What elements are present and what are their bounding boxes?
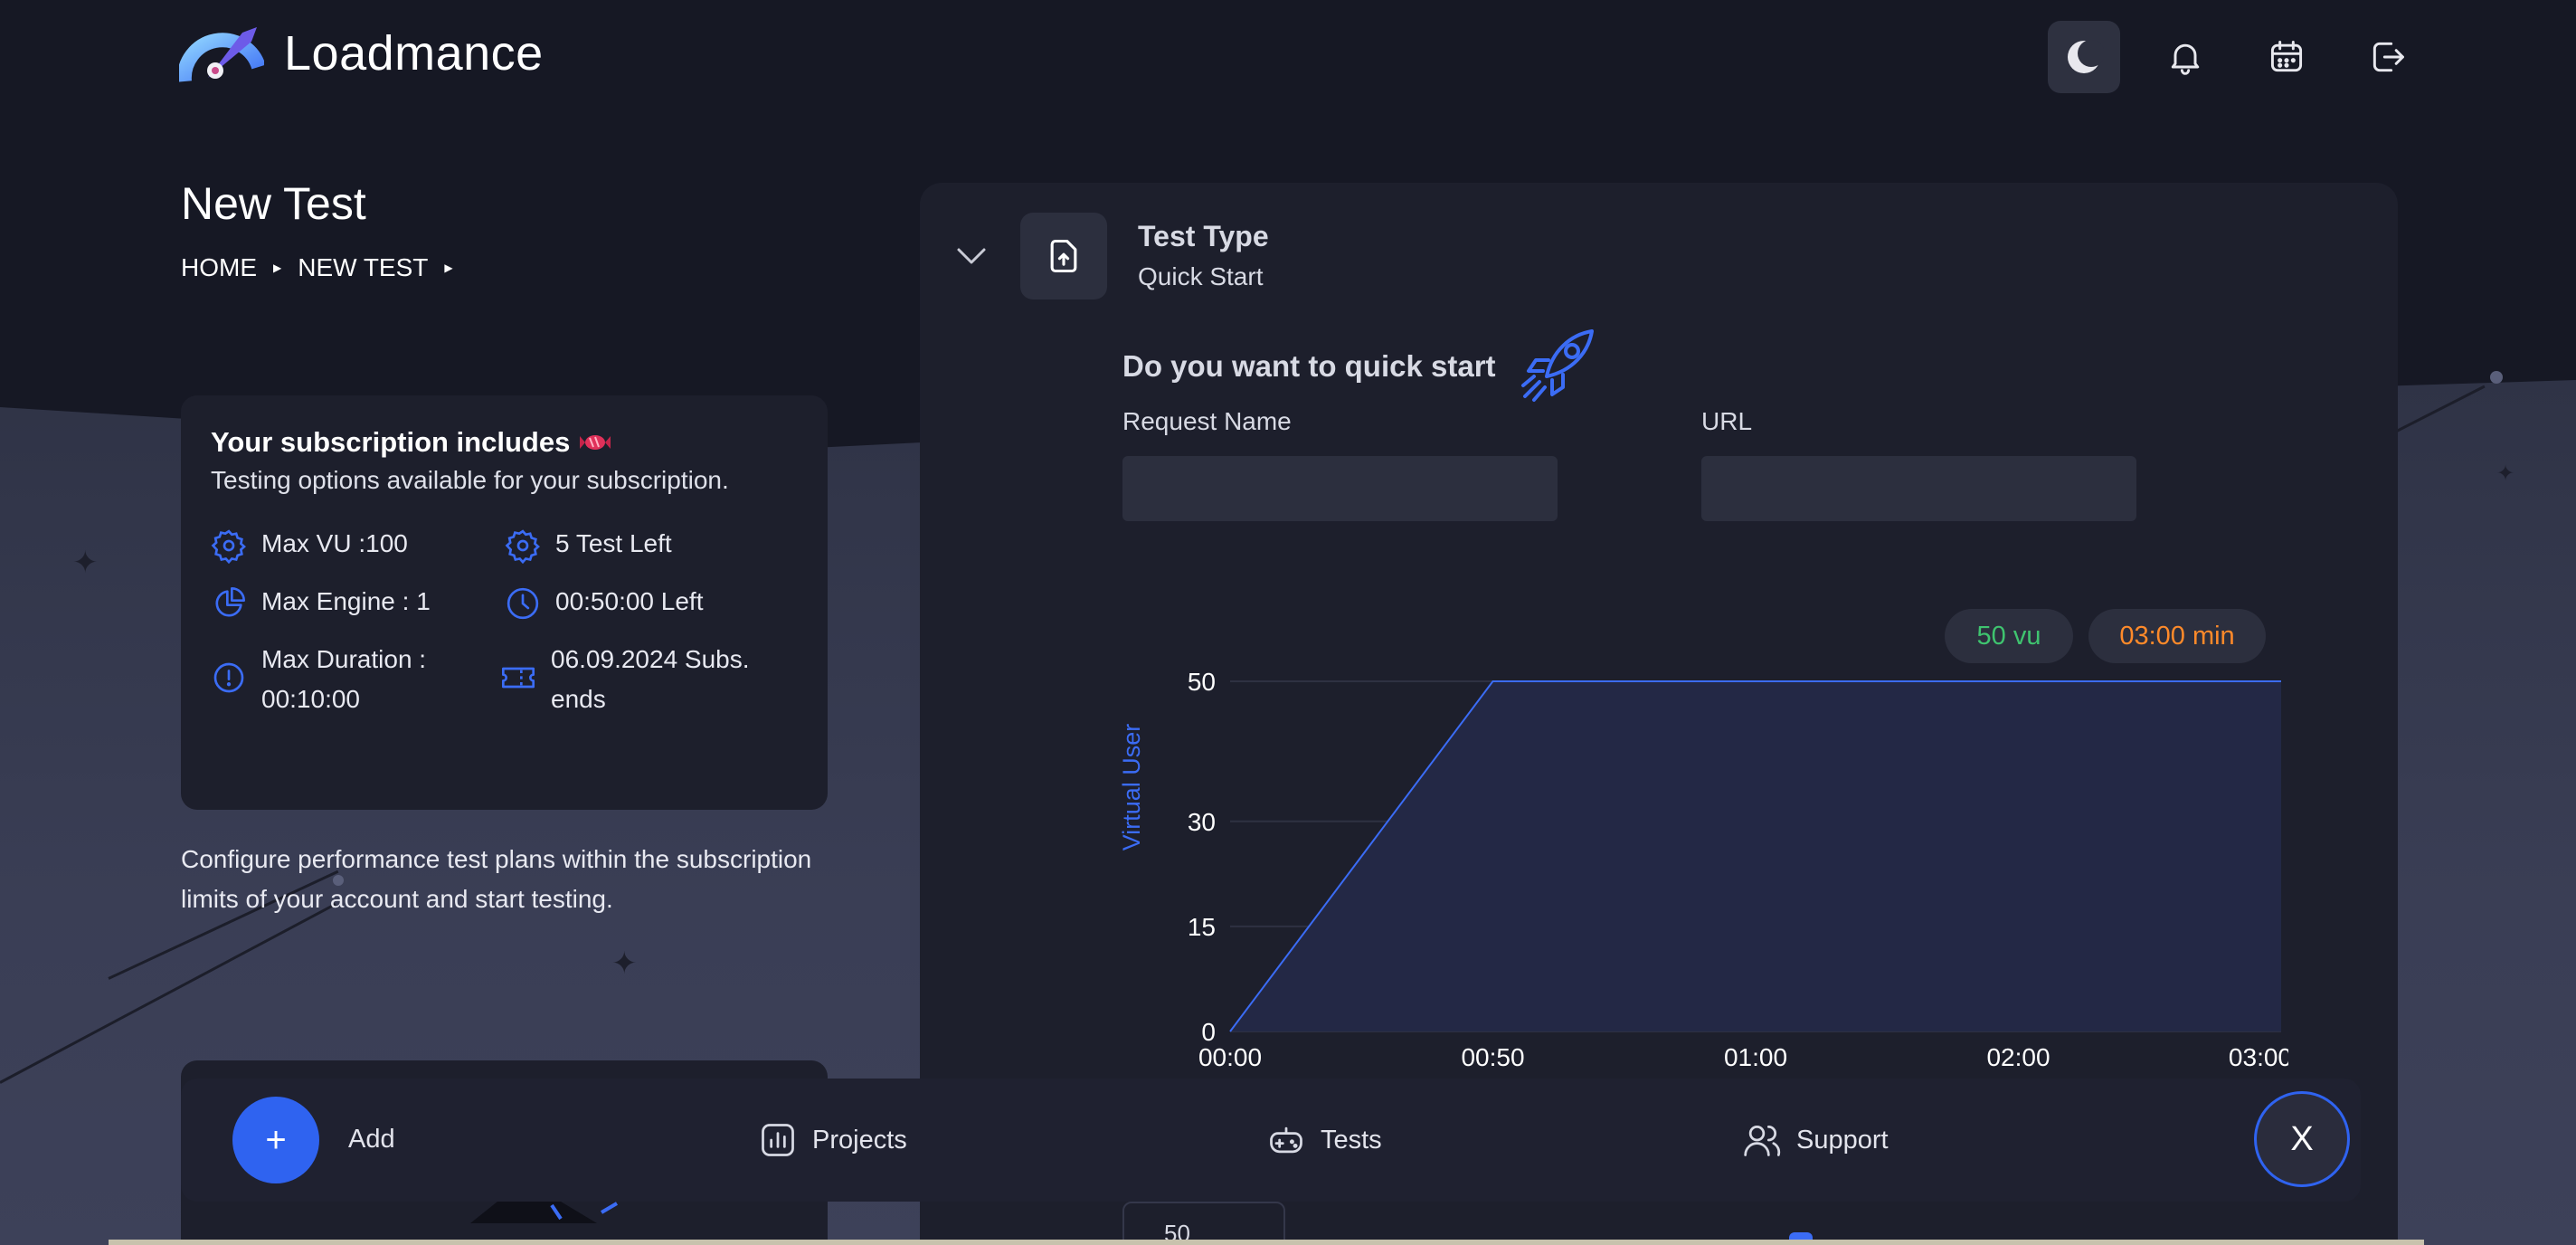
feature-label: 00:50:00 Left [555, 587, 704, 615]
url-input[interactable] [1701, 456, 2136, 521]
gear-icon [211, 529, 246, 564]
nav-label: Support [1796, 1125, 1889, 1155]
subscription-description: Testing options available for your subsc… [211, 466, 729, 494]
add-label[interactable]: Add [348, 1125, 395, 1154]
app-name: Loadmance [284, 26, 544, 81]
chart-y-axis-label: Virtual User [1118, 724, 1145, 851]
app-logo[interactable]: Loadmance [176, 22, 544, 85]
star-decoration: ✦ [611, 946, 638, 981]
subscription-card: Your subscription includes Testing optio… [181, 395, 828, 810]
feature-label: Max VU :100 [261, 529, 408, 557]
rocket-icon [1516, 324, 1599, 412]
bar-chart-icon [762, 1124, 794, 1156]
ticket-icon [502, 667, 535, 689]
duration-input-partial[interactable]: 50 [1122, 1202, 1285, 1245]
star-decoration: ✦ [72, 546, 99, 580]
test-type-title: Test Type [1138, 220, 1269, 252]
request-name-input[interactable] [1122, 456, 1558, 521]
feature-label: Max Engine : 1 [261, 587, 431, 615]
nav-tests[interactable]: Tests [1266, 1120, 1382, 1160]
alert-circle-icon [213, 662, 244, 693]
test-type-icon-box [1020, 213, 1107, 299]
feature-label: 5 Test Left [555, 529, 672, 557]
chart-y-tick-label: 0 [1201, 1018, 1216, 1046]
dot-decoration [333, 875, 344, 886]
header-actions [2048, 21, 2424, 93]
logo-mark-icon [176, 22, 266, 85]
chart-x-tick-label: 02:00 [1986, 1043, 2050, 1071]
request-name-label: Request Name [1122, 407, 1292, 435]
feature-subscription-end: 06.09.2024 Subs. ends [500, 640, 750, 719]
feature-label-line: ends [551, 685, 606, 713]
bell-icon [2171, 43, 2200, 75]
chart-y-tick-label: 15 [1188, 913, 1216, 941]
clock-icon [507, 587, 539, 620]
config-description: Configure performance test plans within … [181, 845, 812, 913]
nav-label: Tests [1321, 1125, 1382, 1155]
chart-area-fill [1230, 681, 2281, 1031]
star-decoration: ✦ [2496, 461, 2515, 486]
breadcrumb: HOME ▶ NEW TEST ▶ [181, 253, 453, 282]
add-button[interactable]: + [232, 1097, 319, 1183]
feature-time-left: 00:50:00 Left [505, 582, 703, 622]
chart-x-ticks: 00:00 00:50 01:00 02:00 03:00 [1198, 1043, 2288, 1071]
feature-max-duration: Max Duration : 00:10:00 [211, 640, 426, 719]
nav-projects[interactable]: Projects [758, 1120, 907, 1160]
chart-y-ticks: 0 15 30 50 [1188, 670, 1216, 1046]
feature-label-line: 00:10:00 [261, 685, 360, 713]
breadcrumb-separator-icon: ▶ [444, 261, 453, 274]
theme-toggle-button[interactable] [2048, 21, 2120, 93]
subscription-title-text: Your subscription includes [211, 426, 571, 458]
feature-tests-left: 5 Test Left [505, 524, 672, 564]
file-upload-icon [1050, 239, 1077, 273]
virtual-users-pill: 50 vu [1945, 609, 2073, 663]
nav-label: Projects [812, 1125, 907, 1155]
chart-y-tick-label: 30 [1188, 808, 1216, 836]
breadcrumb-home[interactable]: HOME [181, 253, 257, 281]
breadcrumb-separator-icon: ▶ [273, 261, 282, 274]
chart-line [1229, 680, 2281, 1032]
chart-x-tick-label: 03:00 [2229, 1043, 2288, 1071]
feature-label-line: Max Duration : [261, 645, 427, 673]
logout-button[interactable] [2352, 21, 2424, 93]
users-icon [1744, 1125, 1781, 1156]
chart-y-tick-label: 50 [1188, 670, 1216, 696]
breadcrumb-current[interactable]: NEW TEST [298, 253, 429, 281]
subscription-features: Max VU :100 5 Test Left Max Engine : 1 0… [211, 524, 798, 759]
notifications-button[interactable] [2149, 21, 2221, 93]
dot-decoration [2490, 371, 2503, 384]
page-title: New Test [181, 178, 366, 229]
quick-start-question: Do you want to quick start [1122, 349, 1496, 383]
moon-icon [2068, 40, 2104, 73]
collapse-toggle[interactable] [953, 242, 990, 274]
gamepad-icon [1270, 1126, 1302, 1154]
logout-icon [2372, 42, 2404, 72]
feature-label: 06.09.2024 Subs. ends [551, 640, 750, 719]
chart-x-tick-label: 01:00 [1724, 1043, 1787, 1071]
window-bottom-edge [109, 1240, 2424, 1245]
url-label: URL [1701, 407, 1753, 435]
load-profile-chart: 0 15 30 50 00:00 00:50 01:00 02:00 03:00 Virtua… [1118, 670, 2288, 1071]
subscription-title: Your subscription includes [211, 426, 798, 459]
chart-x-tick-label: 00:50 [1461, 1043, 1524, 1071]
gear-icon [505, 529, 540, 564]
close-button[interactable]: X [2254, 1091, 2350, 1187]
chevron-down-icon [957, 248, 986, 264]
calendar-icon [2270, 41, 2303, 72]
pie-chart-icon [215, 587, 245, 617]
calendar-button[interactable] [2250, 21, 2323, 93]
feature-max-engine: Max Engine : 1 [211, 582, 431, 622]
feature-label: Max Duration : 00:10:00 [261, 640, 426, 719]
chart-x-tick-label: 00:00 [1198, 1043, 1262, 1071]
feature-label-line: 06.09.2024 Subs. [551, 645, 750, 673]
feature-max-vu: Max VU :100 [211, 524, 408, 564]
nav-support[interactable]: Support [1742, 1120, 1889, 1160]
candy-icon [580, 435, 611, 450]
duration-pill: 03:00 min [2088, 609, 2266, 663]
test-type-value: Quick Start [1138, 262, 1264, 290]
